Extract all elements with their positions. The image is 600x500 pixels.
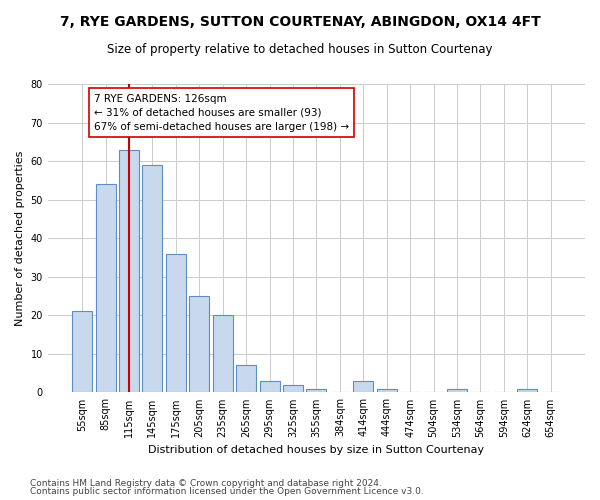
Text: 7 RYE GARDENS: 126sqm
← 31% of detached houses are smaller (93)
67% of semi-deta: 7 RYE GARDENS: 126sqm ← 31% of detached …: [94, 94, 349, 132]
Text: Contains HM Land Registry data © Crown copyright and database right 2024.: Contains HM Land Registry data © Crown c…: [30, 478, 382, 488]
Bar: [213, 316, 233, 392]
Bar: [307, 388, 326, 392]
Bar: [190, 296, 209, 392]
Bar: [236, 366, 256, 392]
Bar: [283, 384, 303, 392]
Y-axis label: Number of detached properties: Number of detached properties: [15, 150, 25, 326]
Bar: [142, 165, 163, 392]
Bar: [517, 388, 537, 392]
Bar: [119, 150, 139, 392]
Bar: [260, 381, 280, 392]
Bar: [72, 312, 92, 392]
Bar: [377, 388, 397, 392]
Text: Contains public sector information licensed under the Open Government Licence v3: Contains public sector information licen…: [30, 487, 424, 496]
Text: Size of property relative to detached houses in Sutton Courtenay: Size of property relative to detached ho…: [107, 42, 493, 56]
Bar: [166, 254, 186, 392]
Bar: [353, 381, 373, 392]
X-axis label: Distribution of detached houses by size in Sutton Courtenay: Distribution of detached houses by size …: [148, 445, 484, 455]
Bar: [95, 184, 116, 392]
Bar: [447, 388, 467, 392]
Text: 7, RYE GARDENS, SUTTON COURTENAY, ABINGDON, OX14 4FT: 7, RYE GARDENS, SUTTON COURTENAY, ABINGD…: [59, 15, 541, 29]
